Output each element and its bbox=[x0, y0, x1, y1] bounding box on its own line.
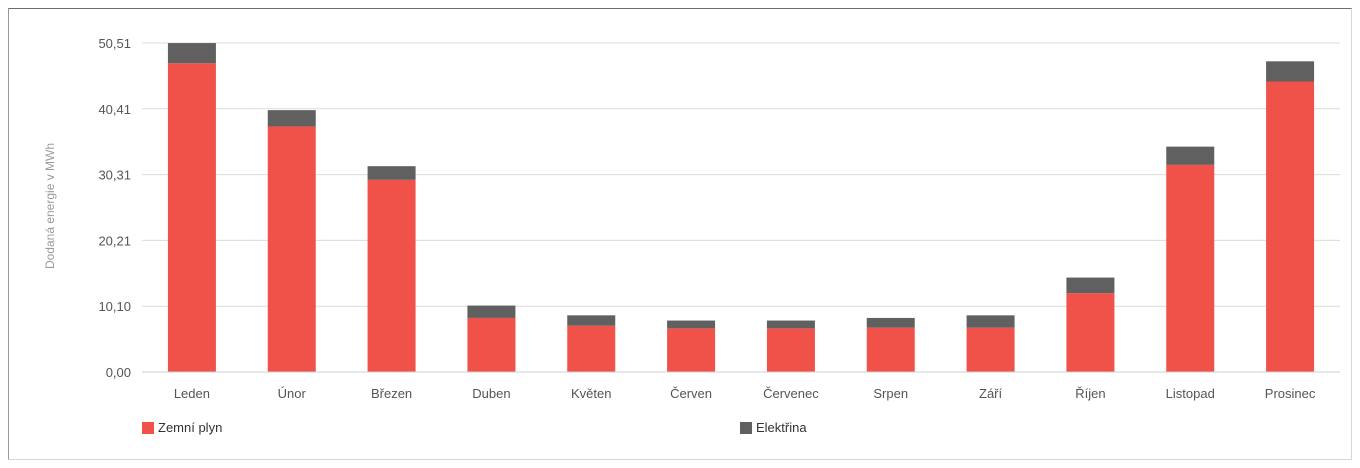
x-category-label: Listopad bbox=[1166, 386, 1215, 401]
chart-frame bbox=[8, 8, 1352, 460]
x-category-label: Říjen bbox=[1075, 386, 1105, 401]
gridlines bbox=[142, 42, 1340, 307]
y-axis-label: Dodaná energie v MWh bbox=[43, 143, 57, 269]
bar-segment-zemni-plyn bbox=[866, 327, 915, 372]
bar-segment-zemni-plyn bbox=[367, 179, 416, 372]
y-tick-label: 30,31 bbox=[98, 168, 131, 183]
x-category-label: Červenec bbox=[763, 386, 819, 401]
y-tick-label: 0,00 bbox=[106, 365, 131, 380]
legend-label-elektrina: Elektřina bbox=[756, 420, 807, 435]
x-category-label: Leden bbox=[174, 386, 210, 401]
bar-segment-elektrina bbox=[167, 43, 216, 64]
bar-segment-elektrina bbox=[467, 305, 516, 318]
bar-segment-zemni-plyn bbox=[1066, 293, 1115, 372]
bar-segment-elektrina bbox=[1166, 146, 1215, 165]
bar-segment-elektrina bbox=[966, 315, 1015, 328]
bars bbox=[167, 43, 1315, 373]
bar-segment-elektrina bbox=[267, 110, 316, 127]
bar-segment-elektrina bbox=[766, 320, 815, 329]
bar-segment-zemni-plyn bbox=[766, 328, 815, 372]
x-category-label: Únor bbox=[278, 386, 307, 401]
x-category-labels: Leden Únor Březen Duben Květen Červen Červenec… bbox=[174, 386, 1316, 401]
bar-segment-zemni-plyn bbox=[567, 325, 616, 372]
bar-segment-zemni-plyn bbox=[167, 63, 216, 373]
x-category-label: Březen bbox=[371, 386, 412, 401]
x-category-label: Duben bbox=[472, 386, 510, 401]
y-tick-label: 20,21 bbox=[98, 233, 131, 248]
bar-segment-zemni-plyn bbox=[966, 327, 1015, 372]
bar-segment-elektrina bbox=[1266, 61, 1315, 82]
bar-segment-elektrina bbox=[866, 317, 915, 328]
bar-segment-zemni-plyn bbox=[267, 126, 316, 373]
legend-item-zemni-plyn: Zemní plyn bbox=[142, 420, 222, 435]
bar-segment-zemni-plyn bbox=[667, 328, 716, 372]
y-tick-label: 50,51 bbox=[98, 36, 131, 51]
bar-segment-elektrina bbox=[367, 166, 416, 180]
bar-segment-elektrina bbox=[567, 315, 616, 326]
legend-label-zemni-plyn: Zemní plyn bbox=[158, 420, 223, 435]
bar-segment-zemni-plyn bbox=[1266, 81, 1315, 372]
x-category-label: Prosinec bbox=[1265, 386, 1316, 401]
bar-segment-elektrina bbox=[667, 320, 716, 329]
legend-swatch-elektrina bbox=[740, 421, 752, 434]
legend-item-elektrina: Elektřina bbox=[740, 420, 807, 435]
x-category-label: Květen bbox=[571, 386, 611, 401]
x-category-label: Září bbox=[979, 386, 1003, 401]
x-category-label: Srpen bbox=[873, 386, 908, 401]
y-tick-label: 10,10 bbox=[98, 299, 131, 314]
y-tick-labels: 0,00 10,10 20,21 30,31 40,41 50,51 bbox=[98, 36, 131, 380]
y-tick-label: 40,41 bbox=[98, 102, 131, 117]
x-category-label: Červen bbox=[670, 386, 712, 401]
bar-segment-elektrina bbox=[1066, 277, 1115, 294]
bar-segment-zemni-plyn bbox=[467, 317, 516, 372]
bar-segment-zemni-plyn bbox=[1166, 164, 1215, 372]
legend-swatch-zemni-plyn bbox=[142, 421, 154, 434]
